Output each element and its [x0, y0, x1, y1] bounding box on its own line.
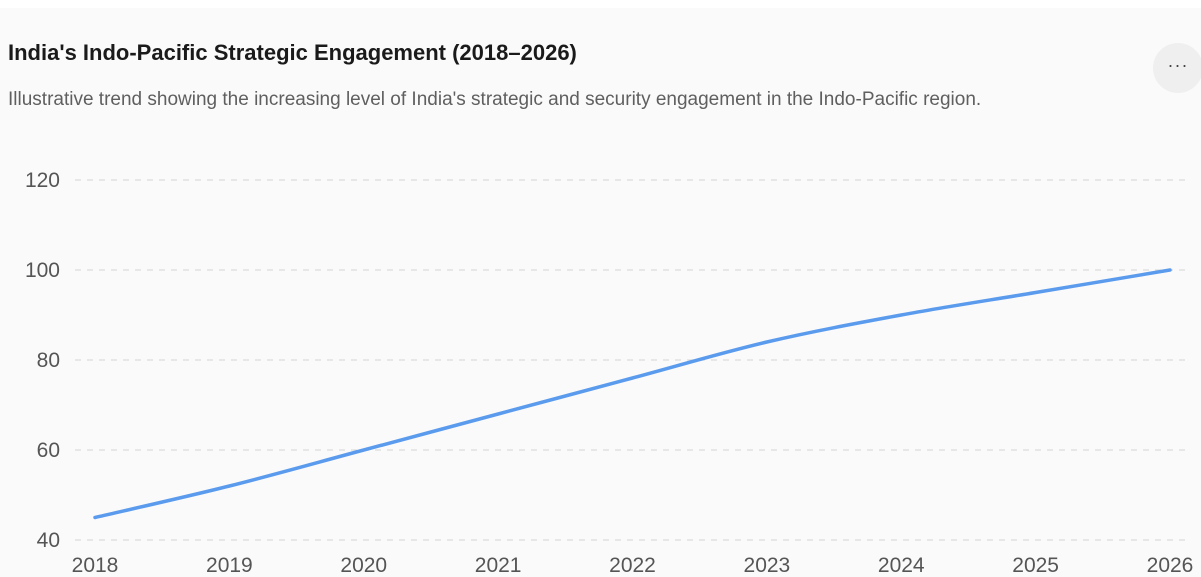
- x-axis-ticks: 2018 2019 2020 2021 2022 2023 2024 2025 2026: [72, 554, 1194, 577]
- x-tick-label: 2021: [475, 554, 522, 577]
- y-tick-label: 40: [37, 529, 60, 552]
- x-tick-label: 2022: [609, 554, 656, 577]
- y-tick-label: 100: [25, 259, 60, 282]
- grid-layer: [75, 179, 1190, 541]
- x-tick-label: 2026: [1147, 554, 1194, 577]
- data-point: [1168, 268, 1172, 272]
- x-tick-label: 2024: [878, 554, 925, 577]
- x-tick-label: 2025: [1012, 554, 1059, 577]
- more-options-icon: ···: [1167, 55, 1189, 75]
- x-tick-label: 2023: [744, 554, 791, 577]
- x-tick-label: 2018: [72, 554, 119, 577]
- data-point: [899, 313, 903, 317]
- more-options-button[interactable]: ···: [1153, 43, 1201, 93]
- chart-card: India's Indo-Pacific Strategic Engagemen…: [0, 8, 1201, 577]
- data-point: [631, 376, 635, 380]
- data-point: [93, 516, 97, 520]
- series-line: [93, 268, 1172, 520]
- series-layer: [93, 268, 1172, 520]
- data-point: [362, 448, 366, 452]
- data-point: [765, 340, 769, 344]
- data-point: [227, 484, 231, 488]
- y-tick-label: 80: [37, 349, 60, 372]
- y-tick-label: 60: [37, 439, 60, 462]
- x-tick-label: 2019: [206, 554, 253, 577]
- data-point: [496, 412, 500, 416]
- data-point: [1034, 291, 1038, 295]
- y-tick-label: 120: [25, 169, 60, 192]
- y-axis-ticks: 40 60 80 100 120: [25, 169, 60, 552]
- x-tick-label: 2020: [340, 554, 387, 577]
- chart-subtitle: Illustrative trend showing the increasin…: [8, 89, 982, 110]
- chart-title: India's Indo-Pacific Strategic Engagemen…: [8, 40, 577, 65]
